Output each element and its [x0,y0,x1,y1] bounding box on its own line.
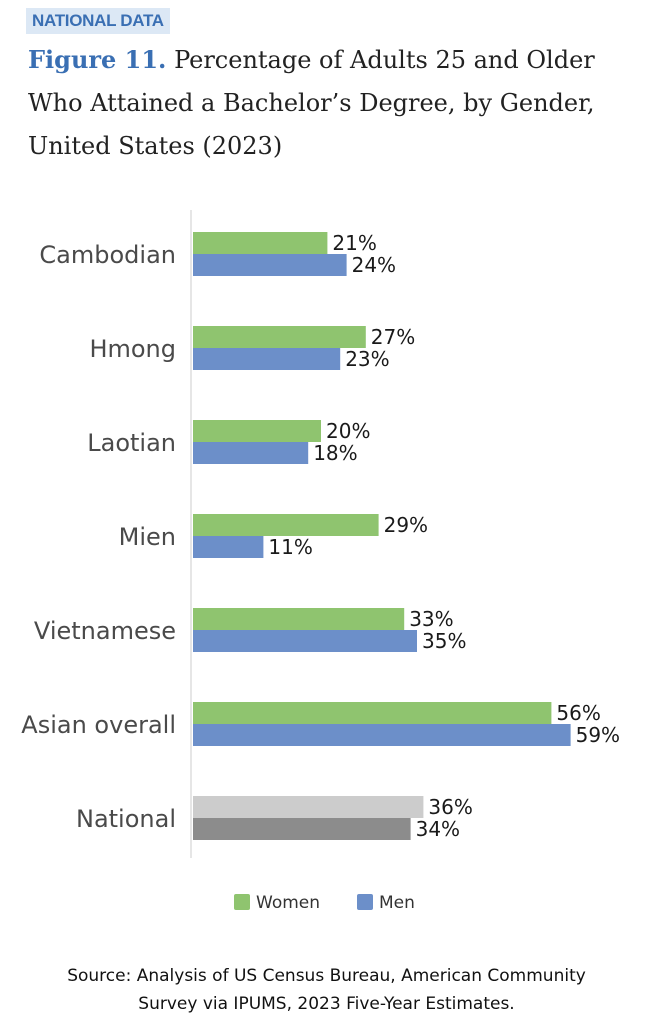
data-label: 11% [268,535,312,559]
data-label: 23% [345,347,389,371]
bar-men [193,254,347,276]
category-label: National [76,805,176,833]
bar-women [193,702,552,724]
legend-label-women: Women [256,893,320,913]
data-label: 21% [332,231,376,255]
category-label: Vietnamese [34,617,176,645]
data-label: 36% [428,795,472,819]
bar-women [193,514,379,536]
legend-label-men: Men [379,893,415,913]
data-label: 33% [409,607,453,631]
source-note: Source: Analysis of US Census Bureau, Am… [0,962,653,1018]
category-label: Asian overall [21,711,176,739]
legend-swatch-women [234,894,250,910]
data-label: 24% [352,253,396,277]
bar-chart: Cambodian 21%24% Hmong 27%23% Laotian 20%18% M… [21,210,620,913]
data-label: 35% [422,629,466,653]
legend-swatch-men [357,894,373,910]
bar-women [193,420,321,442]
figure-title: Figure 11. Percentage of Adults 25 and O… [28,38,628,168]
bar-men [193,724,571,746]
bar-men [193,630,417,652]
category-label: Hmong [89,335,176,363]
data-label: 18% [313,441,357,465]
bar-men [193,442,309,464]
data-label: 34% [416,817,460,841]
data-label: 56% [556,701,600,725]
bar-men [193,348,341,370]
bar-women [193,608,405,630]
data-label: 27% [371,325,415,349]
section-tag: NATIONAL DATA [26,8,170,34]
bar-women [193,796,424,818]
data-label: 20% [326,419,370,443]
bar-women [193,326,366,348]
bar-men [193,818,411,840]
bar-women [193,232,328,254]
bar-men [193,536,264,558]
category-label: Cambodian [39,241,176,269]
figure-title-text: Percentage of Adults 25 and Older Who At… [28,46,595,160]
data-label: 29% [384,513,428,537]
source-line-2: Survey via IPUMS, 2023 Five-Year Estimat… [138,994,515,1014]
source-line-1: Source: Analysis of US Census Bureau, Am… [67,966,586,986]
category-label: Laotian [87,429,176,457]
category-label: Mien [119,523,176,551]
data-label: 59% [576,723,620,747]
figure-label: Figure 11. [28,45,167,74]
